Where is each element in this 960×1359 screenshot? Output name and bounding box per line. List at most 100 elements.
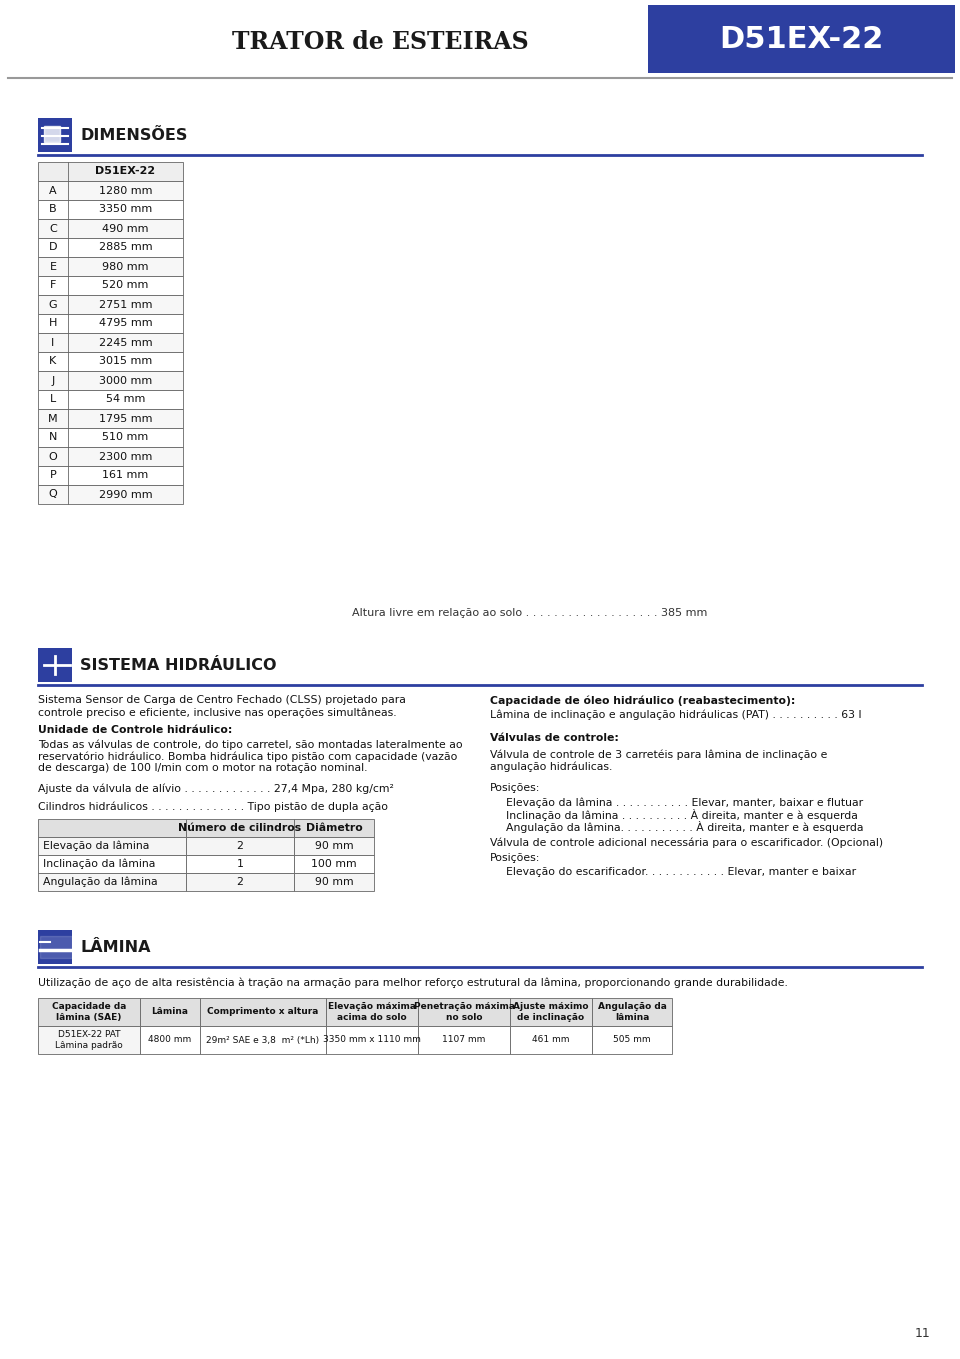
Text: Elevação da lâmina: Elevação da lâmina [43,841,150,851]
Bar [418,1026,510,1055]
Text: 510 mm: 510 mm [103,432,149,443]
Text: D51EX-22: D51EX-22 [95,167,156,177]
Text: D51EX-22 PAT
Lâmina padrão: D51EX-22 PAT Lâmina padrão [55,1030,123,1051]
Bar [326,998,418,1026]
Bar [38,466,183,485]
Text: controle preciso e eficiente, inclusive nas operações simultâneas.: controle preciso e eficiente, inclusive … [38,707,396,718]
Text: 2: 2 [236,841,244,851]
Bar [186,819,294,837]
Bar [38,238,183,257]
Text: 490 mm: 490 mm [103,223,149,234]
Text: Lâmina de inclinação e angulação hidráulicas (PAT) . . . . . . . . . . 63 l: Lâmina de inclinação e angulação hidrául… [490,709,861,719]
Text: N: N [49,432,58,443]
Text: Cilindros hidráulicos . . . . . . . . . . . . . . Tipo pistão de dupla ação: Cilindros hidráulicos . . . . . . . . . … [38,800,388,811]
Polygon shape [44,126,60,141]
Text: D: D [49,242,58,253]
Bar [38,200,183,219]
Bar [38,257,183,276]
Bar [648,5,955,73]
Bar [38,276,183,295]
Text: J: J [52,375,55,386]
Text: L: L [50,394,56,405]
Text: Posições:: Posições: [490,783,540,794]
Bar [200,1026,326,1055]
Text: Penetração máxima
no solo: Penetração máxima no solo [414,1002,515,1022]
Text: D51EX-22: D51EX-22 [719,24,884,53]
Bar [38,162,183,181]
Bar [140,998,200,1026]
Text: 2300 mm: 2300 mm [99,451,153,462]
Bar [38,314,183,333]
Text: TRATOR de ESTEIRAS: TRATOR de ESTEIRAS [231,30,528,54]
Text: Unidade de Controle hidráulico:: Unidade de Controle hidráulico: [38,724,232,735]
Text: 1: 1 [236,859,244,868]
Text: SISTEMA HIDRÁULICO: SISTEMA HIDRÁULICO [80,658,276,673]
Text: 1107 mm: 1107 mm [443,1036,486,1045]
Text: 3350 mm x 1110 mm: 3350 mm x 1110 mm [324,1036,420,1045]
Text: Válvula de controle adicional necessária para o escarificador. (Opcional): Válvula de controle adicional necessária… [490,837,883,848]
Text: Altura livre em relação ao solo . . . . . . . . . . . . . . . . . . . 385 mm: Altura livre em relação ao solo . . . . … [352,607,708,618]
Text: Todas as válvulas de controle, do tipo carretel, são montadas lateralmente ao: Todas as válvulas de controle, do tipo c… [38,739,463,750]
Text: 2: 2 [236,877,244,887]
Text: 520 mm: 520 mm [103,280,149,291]
Bar [38,447,183,466]
Text: O: O [49,451,58,462]
Text: I: I [52,337,55,348]
Text: Diâmetro: Diâmetro [305,824,362,833]
Text: DIMENSÕES: DIMENSÕES [80,128,187,143]
Bar [38,333,183,352]
Text: Capacidade da
lâmina (SAE): Capacidade da lâmina (SAE) [52,1002,126,1022]
Text: 90 mm: 90 mm [315,877,353,887]
Text: 3000 mm: 3000 mm [99,375,152,386]
Text: 505 mm: 505 mm [613,1036,651,1045]
Bar [186,855,294,872]
Text: Utilização de aço de alta resistência à tração na armação para melhor reforço es: Utilização de aço de alta resistência à … [38,978,788,988]
Bar [200,998,326,1026]
Text: M: M [48,413,58,424]
Bar [592,998,672,1026]
Text: 2990 mm: 2990 mm [99,489,153,500]
Bar [186,837,294,855]
Text: Válvulas de controle:: Válvulas de controle: [490,733,619,743]
Text: 1280 mm: 1280 mm [99,185,153,196]
Text: Elevação do escarificador. . . . . . . . . . . . Elevar, manter e baixar: Elevação do escarificador. . . . . . . .… [506,867,856,877]
Text: G: G [49,299,58,310]
Text: 980 mm: 980 mm [103,261,149,272]
Bar [326,1026,418,1055]
Bar [38,485,183,504]
Bar [38,181,183,200]
Bar [186,872,294,892]
Text: 3015 mm: 3015 mm [99,356,152,367]
Text: Válvula de controle de 3 carretéis para lâmina de inclinação e: Válvula de controle de 3 carretéis para … [490,749,828,760]
Text: 2885 mm: 2885 mm [99,242,153,253]
Bar [38,837,186,855]
Text: 100 mm: 100 mm [311,859,357,868]
Bar [294,855,374,872]
Text: 1795 mm: 1795 mm [99,413,153,424]
Text: A: A [49,185,57,196]
Bar [38,371,183,390]
Bar [418,998,510,1026]
Text: C: C [49,223,57,234]
Text: 90 mm: 90 mm [315,841,353,851]
Text: Ajuste máximo
de inclinação: Ajuste máximo de inclinação [514,1002,588,1022]
Text: Angulação da lâmina: Angulação da lâmina [43,877,157,887]
Text: 29m² SAE e 3,8  m² (*Lh): 29m² SAE e 3,8 m² (*Lh) [206,1036,320,1045]
Text: Elevação máxima
acima do solo: Elevação máxima acima do solo [328,1002,416,1022]
Text: P: P [50,470,57,481]
Text: Inclinação da lâmina: Inclinação da lâmina [43,859,156,870]
Text: Número de cilindros: Número de cilindros [179,824,301,833]
Bar [294,872,374,892]
Text: angulação hidráulicas.: angulação hidráulicas. [490,761,612,772]
Text: Capacidade de óleo hidráulico (reabastecimento):: Capacidade de óleo hidráulico (reabastec… [490,694,796,705]
Text: 11: 11 [914,1326,930,1340]
Text: 461 mm: 461 mm [532,1036,569,1045]
Bar [38,295,183,314]
Text: 4800 mm: 4800 mm [149,1036,192,1045]
Bar [38,930,72,964]
Bar [510,1026,592,1055]
Bar [38,352,183,371]
Bar [38,118,72,152]
Bar [38,219,183,238]
Text: de descarga) de 100 l/min com o motor na rotação nominal.: de descarga) de 100 l/min com o motor na… [38,762,368,773]
